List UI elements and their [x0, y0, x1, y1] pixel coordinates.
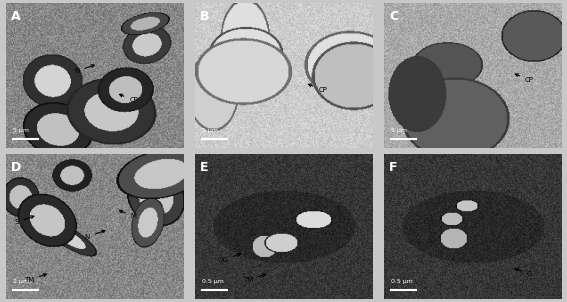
Text: F: F [389, 161, 397, 174]
Text: 5 μm: 5 μm [13, 128, 29, 133]
Text: C: C [389, 10, 398, 23]
Text: 5 μm: 5 μm [202, 128, 218, 133]
Text: M: M [120, 210, 137, 219]
Text: 5 μm: 5 μm [391, 128, 407, 133]
Text: CP: CP [515, 74, 534, 83]
Text: TM: TM [243, 274, 265, 283]
Text: E: E [200, 161, 209, 174]
Text: A: A [11, 10, 20, 23]
Text: 0.5 μm: 0.5 μm [391, 279, 413, 284]
Text: N: N [74, 65, 94, 74]
Text: TM: TM [24, 274, 46, 283]
Text: G: G [515, 268, 532, 277]
Text: B: B [200, 10, 209, 23]
Text: 2 μm: 2 μm [13, 279, 29, 284]
Text: 0.5 μm: 0.5 μm [202, 279, 223, 284]
Text: N: N [85, 230, 105, 240]
Text: OG: OG [218, 253, 240, 263]
Text: CP: CP [120, 94, 138, 103]
Text: S: S [14, 216, 34, 225]
Text: CP: CP [308, 84, 327, 93]
Text: D: D [11, 161, 21, 174]
